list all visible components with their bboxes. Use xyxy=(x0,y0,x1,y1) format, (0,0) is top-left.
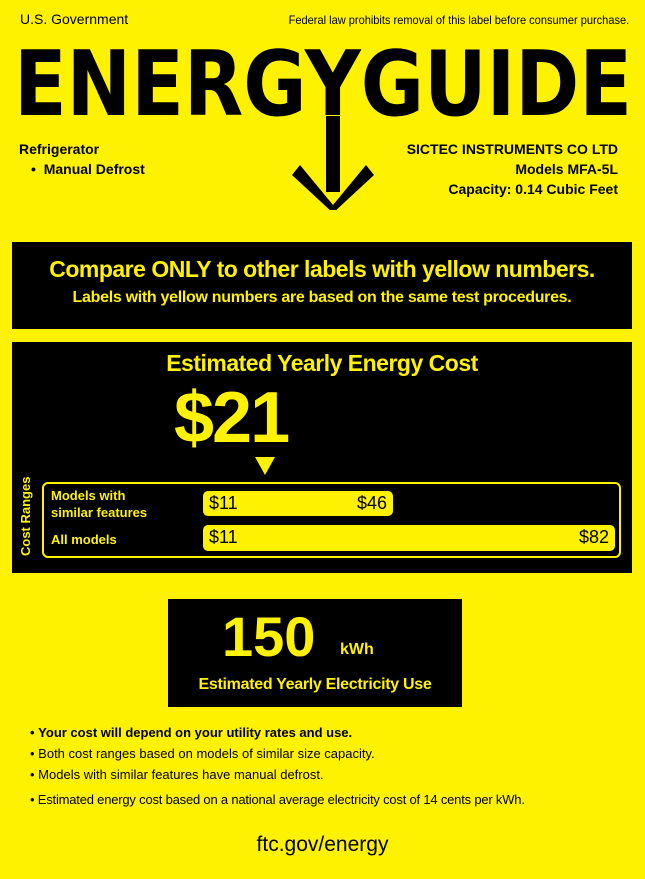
cost-ranges-label: Cost Ranges xyxy=(18,476,33,556)
energyguide-logo: ENERGYGUIDE xyxy=(14,32,632,210)
us-government-label: U.S. Government xyxy=(20,11,129,27)
model-number: Models MFA-5L xyxy=(515,161,618,177)
all-high: $82 xyxy=(578,527,609,547)
cost-title: Estimated Yearly Energy Cost xyxy=(166,350,478,376)
bullet: • xyxy=(31,161,44,177)
similar-low: $11 xyxy=(209,493,238,513)
similar-high: $46 xyxy=(356,493,387,513)
compare-line-1: Compare ONLY to other labels with yellow… xyxy=(49,256,595,282)
all-range-bar: $11 $82 xyxy=(203,525,615,551)
all-models-label: All models xyxy=(51,532,117,547)
kwh-value: 150 xyxy=(222,605,316,668)
note-3: • Models with similar features have manu… xyxy=(30,767,324,782)
kwh-unit: kWh xyxy=(340,641,374,658)
note-1: • Your cost will depend on your utility … xyxy=(30,725,353,740)
note-4: • Estimated energy cost based on a natio… xyxy=(30,792,525,807)
product-feature: • Manual Defrost xyxy=(31,161,145,177)
federal-law-notice: Federal law prohibits removal of this la… xyxy=(288,13,629,27)
product-type: Refrigerator xyxy=(19,141,100,157)
cost-marker-icon xyxy=(255,457,275,475)
ftc-link[interactable]: ftc.gov/energy xyxy=(256,833,389,856)
compare-line-2: Labels with yellow numbers are based on … xyxy=(72,289,572,306)
cost-value: $21 xyxy=(174,378,290,458)
manufacturer: SICTEC INSTRUMENTS CO LTD xyxy=(406,141,618,157)
capacity: Capacity: 0.14 Cubic Feet xyxy=(448,181,618,197)
note-2: • Both cost ranges based on models of si… xyxy=(30,746,375,761)
cost-ranges-panel: Models with similar features $11 $46 All … xyxy=(42,482,621,558)
similar-models-label: Models with similar features xyxy=(51,488,148,520)
all-low: $11 xyxy=(209,527,238,547)
electricity-use-box: 150 kWh Estimated Yearly Electricity Use xyxy=(168,599,462,707)
electricity-label: Estimated Yearly Electricity Use xyxy=(198,676,432,693)
energyguide-logo-text: ENERGYGUIDE xyxy=(14,32,632,137)
compare-notice-box: Compare ONLY to other labels with yellow… xyxy=(12,242,632,329)
arrow-down-icon xyxy=(292,165,374,210)
similar-range-bar: $11 $46 xyxy=(203,491,393,516)
energy-cost-box: Estimated Yearly Energy Cost $21 Cost Ra… xyxy=(12,342,632,573)
arrow-shaft xyxy=(326,116,340,192)
